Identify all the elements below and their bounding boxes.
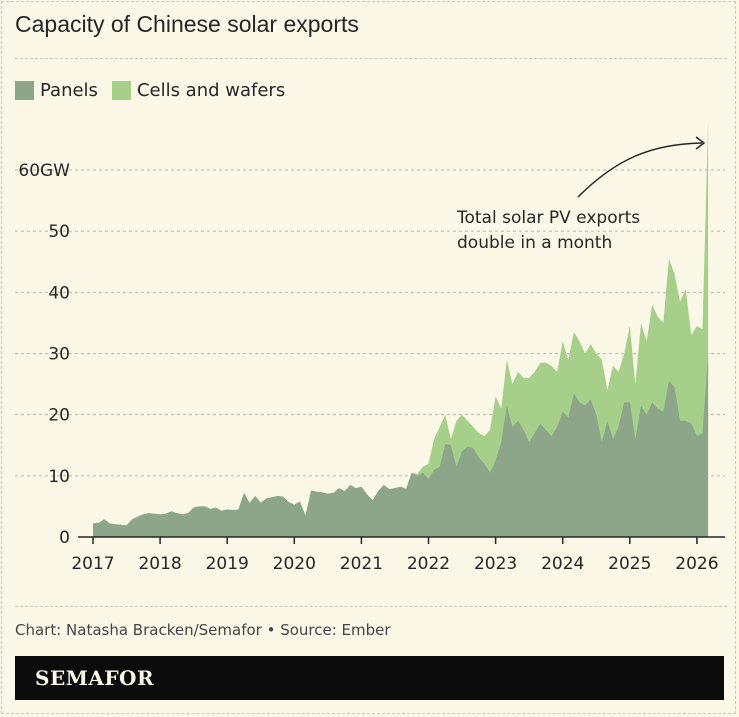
divider [15, 58, 727, 59]
brand-bar: SEMAFOR [15, 656, 724, 700]
chart-plot: 0 10 20 30 40 50 60GW 2017 2018 2019 2020 2021 2022 2… [15, 121, 725, 574]
x-tick-label: 2026 [675, 554, 718, 574]
semafor-logo: SEMAFOR [35, 666, 155, 690]
annotation-line-2: double in a month [457, 233, 612, 253]
legend-label-cells: Cells and wafers [136, 80, 286, 101]
annotation-arrowhead [695, 136, 706, 150]
y-tick-label: 0 [59, 528, 70, 548]
area-panels [93, 353, 709, 537]
y-tick-label: 10 [48, 467, 70, 487]
y-tick-label: 30 [48, 345, 70, 365]
x-tick-label: 2021 [340, 554, 383, 574]
x-tick-label: 2018 [138, 554, 181, 574]
y-tick-label: 60GW [18, 161, 70, 181]
x-tick-label: 2025 [608, 554, 651, 574]
chart-credit: Chart: Natasha Bracken/Semafor • Source:… [15, 621, 391, 639]
y-tick-label: 40 [48, 283, 70, 303]
x-tick-label: 2020 [273, 554, 316, 574]
y-tick-label: 20 [48, 406, 70, 426]
annotation-line-1: Total solar PV exports [456, 208, 640, 228]
y-tick-label: 50 [48, 222, 70, 242]
x-tick-label: 2024 [541, 554, 584, 574]
legend-swatch-panels [15, 81, 34, 100]
annotation-arrow [577, 142, 703, 198]
x-tick-label: 2022 [407, 554, 450, 574]
divider [15, 606, 727, 607]
legend-label-panels: Panels [40, 80, 98, 101]
x-tick-label: 2019 [206, 554, 249, 574]
legend-swatch-cells [111, 81, 131, 100]
x-tick-label: 2017 [71, 554, 114, 574]
chart-title: Capacity of Chinese solar exports [15, 11, 359, 37]
x-tick-label: 2023 [474, 554, 517, 574]
legend: Panels Cells and wafers [15, 80, 299, 101]
